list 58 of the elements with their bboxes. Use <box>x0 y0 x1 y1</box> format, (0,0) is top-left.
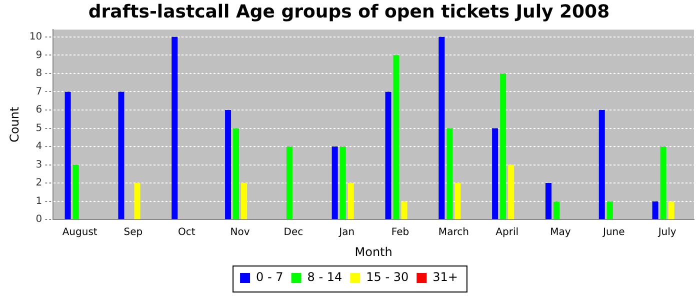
bar <box>438 36 445 220</box>
bar <box>64 92 71 220</box>
y-tick-label: 3 <box>36 159 42 170</box>
bar <box>606 201 613 220</box>
bar <box>72 164 79 220</box>
bar <box>340 146 346 220</box>
y-axis-title: Count <box>7 106 22 142</box>
x-tick-label: Oct <box>178 227 196 238</box>
x-tick-label: Jan <box>338 227 355 238</box>
bar <box>598 110 605 220</box>
y-tick-label: 0 <box>36 214 42 226</box>
x-axis-title: Month <box>354 244 392 259</box>
y-tick-label: 5 <box>36 122 42 134</box>
y-tick-label: 7 <box>36 86 42 98</box>
y-tick-label: 6 <box>36 104 42 116</box>
bar <box>553 201 560 220</box>
bar <box>225 110 232 220</box>
bar <box>348 183 354 220</box>
y-tick-label: 4 <box>36 141 42 152</box>
bar <box>446 128 453 220</box>
bar <box>241 183 248 220</box>
bar <box>508 164 514 220</box>
legend-label: 0 - 7 <box>256 270 284 284</box>
x-tick-label: July <box>657 227 676 238</box>
y-tick-label: 10 <box>29 32 42 42</box>
bar <box>286 146 292 220</box>
bar <box>401 201 408 220</box>
bar <box>660 146 666 220</box>
x-tick-label: Sep <box>124 227 143 238</box>
y-tick-label: 9 <box>36 50 42 61</box>
y-tick-label: 2 <box>36 178 42 189</box>
chart-title: drafts-lastcall Age groups of open tickets July 2008 <box>88 1 610 22</box>
bar <box>172 36 178 220</box>
y-tick-label: 1 <box>36 196 42 207</box>
bar <box>454 183 461 220</box>
bar <box>545 183 552 220</box>
bar <box>500 73 506 220</box>
x-tick-label: Nov <box>230 227 250 238</box>
bar <box>385 92 392 220</box>
x-tick-label: June <box>602 227 625 238</box>
bar <box>233 128 240 220</box>
y-tick-label: 8 <box>36 68 42 80</box>
legend-label: 8 - 14 <box>307 270 342 284</box>
legend-label: 15 - 30 <box>366 270 409 284</box>
x-tick-label: April <box>496 227 519 238</box>
bar <box>668 201 674 220</box>
x-tick-label: Dec <box>284 227 304 238</box>
bar <box>118 92 124 220</box>
x-tick-label: Feb <box>391 227 410 238</box>
legend-label: 31+ <box>432 270 458 284</box>
bar <box>652 201 658 220</box>
x-tick-label: August <box>62 227 98 238</box>
bar <box>393 55 400 220</box>
bar <box>492 128 498 220</box>
bar <box>134 183 140 220</box>
x-tick-label: March <box>438 227 469 238</box>
bar <box>332 146 338 220</box>
x-tick-label: May <box>550 227 571 238</box>
